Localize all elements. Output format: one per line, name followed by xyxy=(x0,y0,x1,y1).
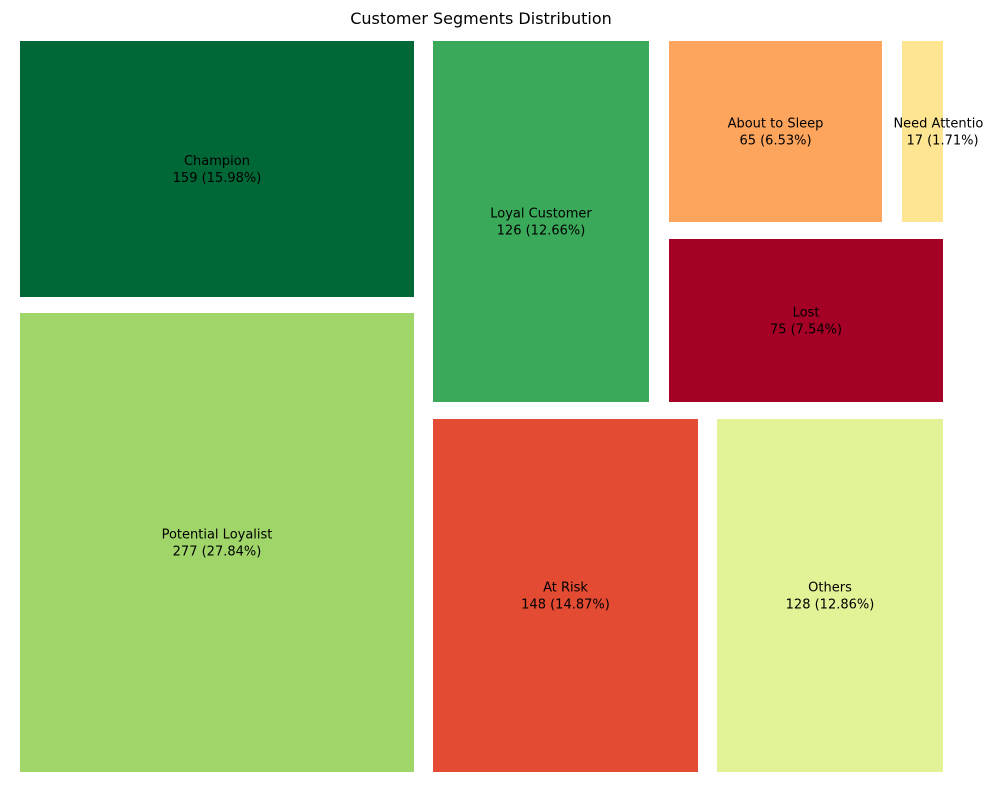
tile-label-need-attention: Need Attention 17 (1.71%) xyxy=(893,117,984,149)
tile-value-about-to-sleep: 65 (6.53%) xyxy=(739,134,811,149)
tile-label-at-risk: At Risk 148 (14.87%) xyxy=(521,581,610,613)
tile-about-to-sleep xyxy=(669,41,882,222)
tile-value-others: 128 (12.86%) xyxy=(786,598,875,613)
tile-lost xyxy=(669,239,943,402)
tile-label-others: Others 128 (12.86%) xyxy=(786,581,875,613)
tile-value-lost: 75 (7.54%) xyxy=(770,323,842,338)
tile-at-risk xyxy=(433,419,698,772)
tile-value-potential-loyalist: 277 (27.84%) xyxy=(173,545,262,560)
tile-label-about-to-sleep: About to Sleep 65 (6.53%) xyxy=(728,117,824,149)
tile-name-others: Others xyxy=(808,581,852,596)
tile-name-lost: Lost xyxy=(793,306,820,321)
tile-name-about-to-sleep: About to Sleep xyxy=(728,117,824,132)
tile-name-need-attention: Need Attention xyxy=(893,117,984,132)
tile-need-attention xyxy=(902,41,943,222)
tile-name-loyal-customer: Loyal Customer xyxy=(490,207,592,222)
tile-champion xyxy=(20,41,414,297)
tile-label-lost: Lost 75 (7.54%) xyxy=(770,306,842,338)
treemap-tiles: Champion 159 (15.98%) Potential Loyalist 27… xyxy=(20,41,984,772)
tile-name-champion: Champion xyxy=(184,154,250,169)
chart-title: Customer Segments Distribution xyxy=(350,9,612,28)
tile-value-need-attention: 17 (1.71%) xyxy=(906,134,978,149)
tile-value-at-risk: 148 (14.87%) xyxy=(521,598,610,613)
tile-name-potential-loyalist: Potential Loyalist xyxy=(162,528,273,543)
tile-name-at-risk: At Risk xyxy=(543,581,588,596)
tile-label-loyal-customer: Loyal Customer 126 (12.66%) xyxy=(490,207,592,239)
tile-others xyxy=(717,419,943,772)
tile-value-champion: 159 (15.98%) xyxy=(173,171,262,186)
tile-label-champion: Champion 159 (15.98%) xyxy=(173,154,262,186)
tile-value-loyal-customer: 126 (12.66%) xyxy=(497,224,586,239)
tile-loyal-customer xyxy=(433,41,649,402)
tile-potential-loyalist xyxy=(20,313,414,772)
tile-label-potential-loyalist: Potential Loyalist 277 (27.84%) xyxy=(162,528,273,560)
